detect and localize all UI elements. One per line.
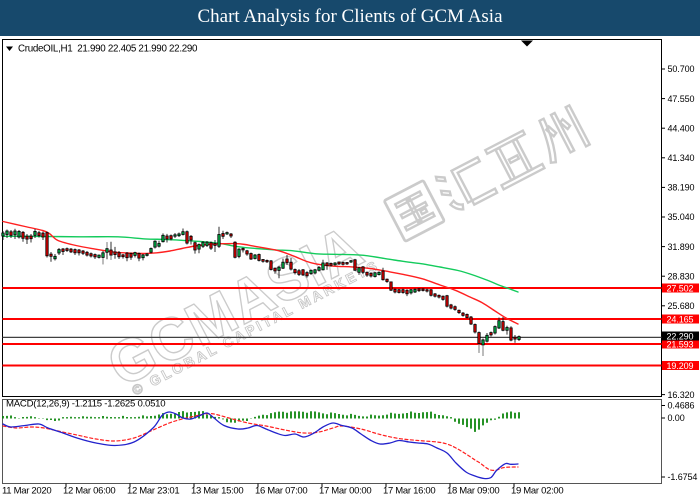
svg-text:27.502: 27.502 xyxy=(667,283,694,293)
svg-text:22.290: 22.290 xyxy=(667,331,694,341)
svg-text:11 Mar 2020: 11 Mar 2020 xyxy=(2,486,51,497)
svg-text:17 Mar 00:00: 17 Mar 00:00 xyxy=(319,486,371,497)
svg-text:17 Mar 16:00: 17 Mar 16:00 xyxy=(383,486,435,497)
svg-text:19.209: 19.209 xyxy=(667,361,694,371)
svg-text:13 Mar 15:00: 13 Mar 15:00 xyxy=(191,486,243,497)
svg-text:38.190: 38.190 xyxy=(668,183,695,193)
svg-text:28.830: 28.830 xyxy=(668,271,695,281)
svg-text:18 Mar 09:00: 18 Mar 09:00 xyxy=(447,486,499,497)
svg-text:44.400: 44.400 xyxy=(668,123,695,133)
svg-text:0.00: 0.00 xyxy=(668,413,685,423)
svg-text:25.680: 25.680 xyxy=(668,301,695,311)
svg-text:16 Mar 07:00: 16 Mar 07:00 xyxy=(255,486,307,497)
svg-text:12 Mar 06:00: 12 Mar 06:00 xyxy=(63,486,115,497)
svg-text:CrudeOIL,H1 21.990 22.405 21.: CrudeOIL,H1 21.990 22.405 21.990 22.290 xyxy=(18,44,198,55)
svg-text:12 Mar 23:01: 12 Mar 23:01 xyxy=(127,486,179,497)
svg-text:0.4686: 0.4686 xyxy=(668,401,695,411)
svg-text:31.890: 31.890 xyxy=(668,242,695,252)
svg-text:47.550: 47.550 xyxy=(668,94,695,104)
svg-text:50.700: 50.700 xyxy=(668,64,695,74)
svg-text:35.040: 35.040 xyxy=(668,212,695,222)
svg-text:16.320: 16.320 xyxy=(668,390,695,400)
svg-text:41.340: 41.340 xyxy=(668,153,695,163)
svg-text:19 Mar 02:00: 19 Mar 02:00 xyxy=(511,486,563,497)
svg-text:MACD(12,26,9) -1.2115 -1.2625: MACD(12,26,9) -1.2115 -1.2625 0.0510 xyxy=(6,399,165,410)
svg-text:-1.6754: -1.6754 xyxy=(668,472,698,482)
svg-text:21.593: 21.593 xyxy=(667,339,694,349)
svg-text:24.165: 24.165 xyxy=(667,314,694,324)
